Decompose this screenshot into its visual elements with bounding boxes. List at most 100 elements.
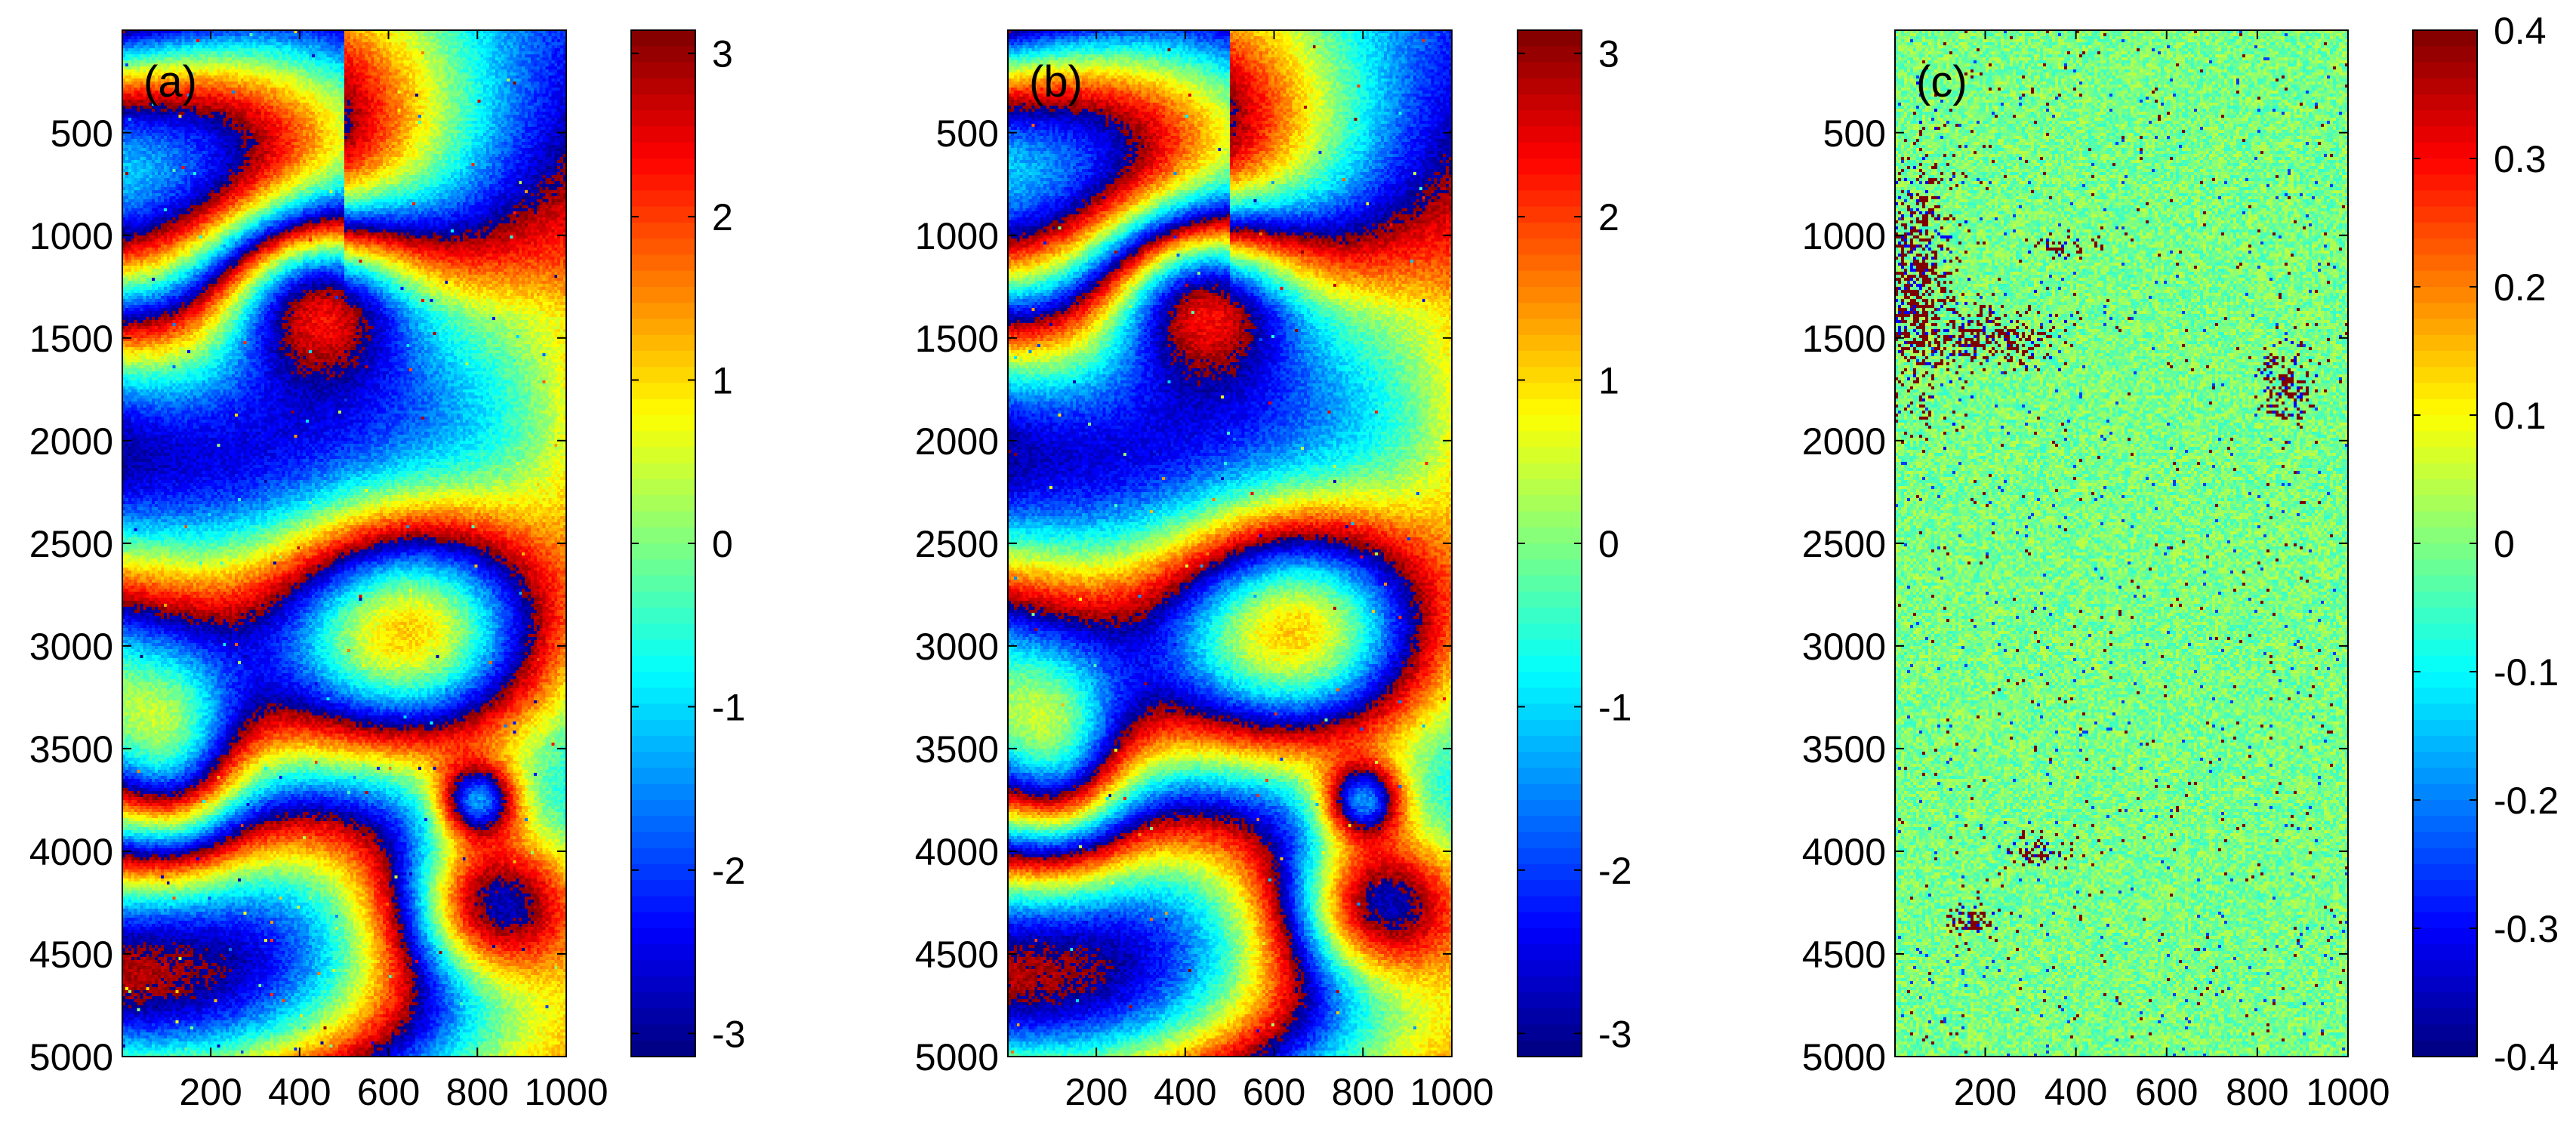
colorbar-segment [631,800,695,817]
colorbar-segment [2413,928,2477,945]
colorbar-segment [631,511,695,528]
colorbar-segment [631,655,695,672]
colorbar-segment [631,190,695,208]
y-tick-label: 2000 [29,420,113,463]
x-tick-label: 1000 [2306,1071,2390,1113]
panel-label: (c) [1916,57,1967,106]
colorbar-segment [1518,142,1582,159]
colorbar-segment [631,880,695,897]
colorbar-segment [2413,688,2477,705]
colorbar-segment [631,1040,695,1057]
colorbar-segment [1518,431,1582,448]
colorbar-segment [2413,463,2477,480]
colorbar-segment [631,608,695,624]
colorbar-segment [1518,190,1582,208]
colorbar-tick-label: 2 [1598,196,1619,238]
colorbar-segment [2413,78,2477,95]
colorbar-segment [1518,768,1582,785]
colorbar-segment [2413,736,2477,752]
x-tick-label: 800 [2226,1071,2288,1113]
colorbar-segment [631,158,695,175]
colorbar-segment [1518,94,1582,111]
colorbar-tick-label: -1 [1598,686,1632,728]
colorbar-tick-label: 0 [712,523,733,565]
colorbar-tick-label: 2 [712,196,733,238]
x-tick-label: 600 [357,1071,420,1113]
panel-label: (a) [143,57,197,106]
x-tick-label: 1000 [1410,1071,1493,1113]
colorbar-segment [2413,527,2477,544]
colorbar-segment [631,1008,695,1026]
colorbar-segment [2413,1008,2477,1026]
colorbar-segment [631,254,695,272]
colorbar-segment [2413,46,2477,63]
colorbar-tick-label: -0.4 [2494,1036,2559,1078]
y-tick-label: 2000 [915,420,999,463]
colorbar-segment [631,896,695,913]
y-tick-label: 4500 [29,934,113,976]
x-tick-label: 200 [1954,1071,2017,1113]
colorbar-segment [2413,559,2477,577]
colorbar-segment [1518,1040,1582,1057]
x-tick-label: 1000 [524,1071,608,1113]
colorbar-segment [2413,719,2477,737]
panel-3: (c) 200 400 600 800 1000 500 1000 1500 2000 2500 30… [1802,10,2559,1113]
colorbar-segment [1518,479,1582,496]
colorbar-segment [631,415,695,432]
colorbar-segment [1518,78,1582,95]
colorbar-segment [2413,94,2477,111]
y-tick-label: 2500 [29,523,113,565]
colorbar-segment [631,223,695,239]
panel-2: (b)200 400 600 800 1000500100015002000250030… [915,29,1632,1113]
colorbar-segment [2413,912,2477,929]
colorbar-segment [631,768,695,785]
colorbar-segment [1518,383,1582,400]
colorbar-segment [631,639,695,657]
colorbar-segment [1518,623,1582,641]
colorbar-tick-label: 0.3 [2494,138,2547,180]
colorbar-segment [1518,223,1582,239]
colorbar-segment [1518,688,1582,705]
colorbar-segment [631,783,695,801]
colorbar-segment [2413,142,2477,159]
colorbar-segment [1518,110,1582,128]
colorbar-segment [631,110,695,128]
colorbar-segment [631,334,695,352]
colorbar-segment [631,960,695,977]
colorbar-segment [1518,575,1582,592]
colorbar-segment [2413,575,2477,592]
colorbar-segment [2413,479,2477,496]
y-tick-label: 500 [936,112,999,155]
colorbar: 0.4 0.3 0.2 0.1 0 -0.1 -0.2 -0.3 -0.4 [2412,10,2559,1078]
x-tick-label: 800 [1332,1071,1394,1113]
colorbar-segment [1518,303,1582,320]
colorbar-segment [1518,334,1582,352]
colorbar-segment [2413,62,2477,79]
y-tick-label: 3000 [1802,626,1886,668]
colorbar-segment [2413,800,2477,817]
colorbar-segment [2413,880,2477,897]
colorbar-segment [2413,110,2477,128]
colorbar-segment [631,864,695,881]
y-tick-label: 4000 [915,831,999,873]
colorbar-segment [1518,254,1582,272]
colorbar-segment [631,447,695,464]
colorbar-segment [631,318,695,336]
colorbar-segment [1518,46,1582,63]
colorbar-segment [631,463,695,480]
colorbar-segment [1518,1024,1582,1041]
y-tick-label: 1500 [915,318,999,360]
colorbar-segment [631,736,695,752]
colorbar-segment [631,30,695,47]
panel-label: (b) [1029,57,1083,106]
colorbar: 3 2 1 0 -1 -2 -3 [1517,29,1632,1057]
colorbar-segment [631,495,695,512]
colorbar-segment [2413,591,2477,608]
colorbar-segment [631,575,695,592]
x-tick-label: 200 [1065,1071,1127,1113]
colorbar-segment [1518,896,1582,913]
colorbar-tick-label: -1 [712,686,745,728]
x-tick-label: 600 [2135,1071,2198,1113]
colorbar-segment [631,142,695,159]
colorbar-segment [1518,351,1582,368]
